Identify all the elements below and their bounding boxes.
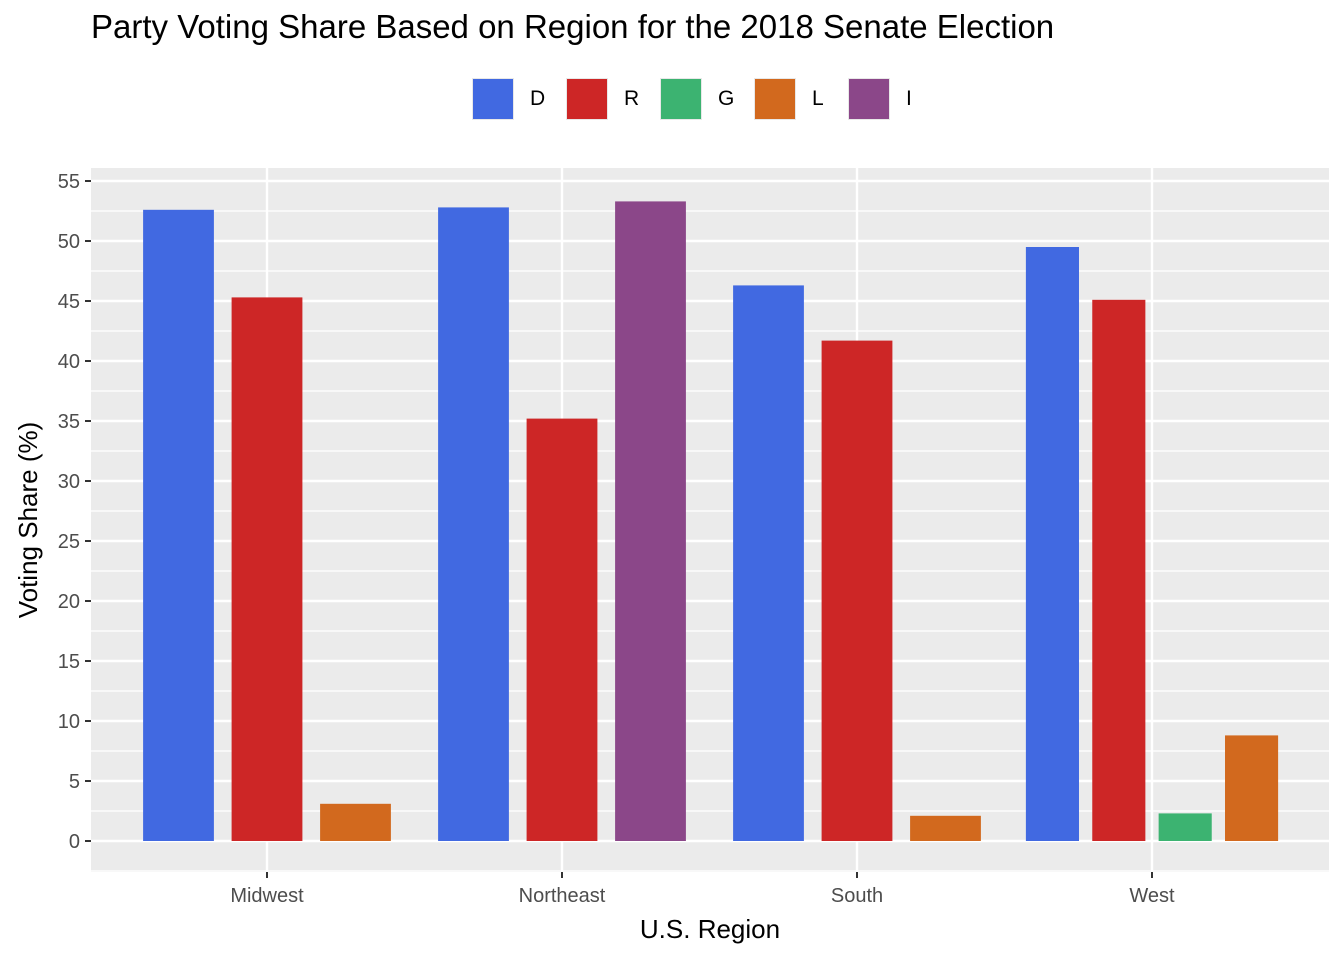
y-tick-label: 10 <box>58 711 80 733</box>
legend-key-r <box>566 78 608 120</box>
legend-label-l: L <box>812 87 824 110</box>
y-tick-label: 35 <box>58 411 80 433</box>
bar-northeast-d <box>438 207 509 841</box>
x-tick-label: West <box>1129 885 1175 907</box>
bars <box>143 201 1279 842</box>
y-tick-label: 40 <box>58 351 80 373</box>
legend-label-g: G <box>718 87 735 110</box>
legend-item-g: G <box>660 78 735 120</box>
y-tick-label: 55 <box>58 171 80 193</box>
legend-label-d: D <box>530 87 546 110</box>
legend-key-g <box>660 78 702 120</box>
bar-midwest-l <box>320 803 391 841</box>
legend-key-i <box>848 78 890 120</box>
y-tick-label: 0 <box>69 831 80 853</box>
bar-northeast-i <box>615 201 686 841</box>
bar-west-g <box>1158 813 1212 841</box>
legend-item-i: I <box>848 78 920 120</box>
y-tick-label: 15 <box>58 651 80 673</box>
y-tick-label: 25 <box>58 531 80 553</box>
bar-south-d <box>733 285 804 841</box>
y-axis-title: Voting Share (%) <box>13 422 43 619</box>
legend-item-r: R <box>566 78 640 120</box>
axes: 0 5 10 15 20 25 30 35 40 45 50 55 Midwest Northeast So… <box>58 171 1175 907</box>
legend-item-d: D <box>472 78 546 120</box>
y-tick-label: 5 <box>69 771 80 793</box>
bar-west-l <box>1225 735 1279 841</box>
bar-midwest-r <box>231 297 303 841</box>
x-tick-label: South <box>831 885 883 907</box>
bar-south-r <box>821 340 893 841</box>
x-tick-label: Midwest <box>230 885 304 907</box>
bar-south-l <box>910 815 981 841</box>
bar-midwest-d <box>143 209 214 842</box>
legend-item-l: L <box>754 78 826 120</box>
legend-key-l <box>754 78 796 120</box>
bar-west-d <box>1025 247 1079 841</box>
bar-northeast-r <box>526 418 598 841</box>
chart-title: Party Voting Share Based on Region for t… <box>91 8 1055 45</box>
x-axis-title: U.S. Region <box>640 914 780 944</box>
y-tick-label: 30 <box>58 471 80 493</box>
x-tick-label: Northeast <box>519 885 606 907</box>
bar-west-r <box>1092 299 1146 841</box>
legend-label-i: I <box>906 87 912 110</box>
y-tick-label: 50 <box>58 231 80 253</box>
y-tick-label: 20 <box>58 591 80 613</box>
legend-label-r: R <box>624 87 640 110</box>
legend-key-d <box>472 78 514 120</box>
y-tick-label: 45 <box>58 291 80 313</box>
